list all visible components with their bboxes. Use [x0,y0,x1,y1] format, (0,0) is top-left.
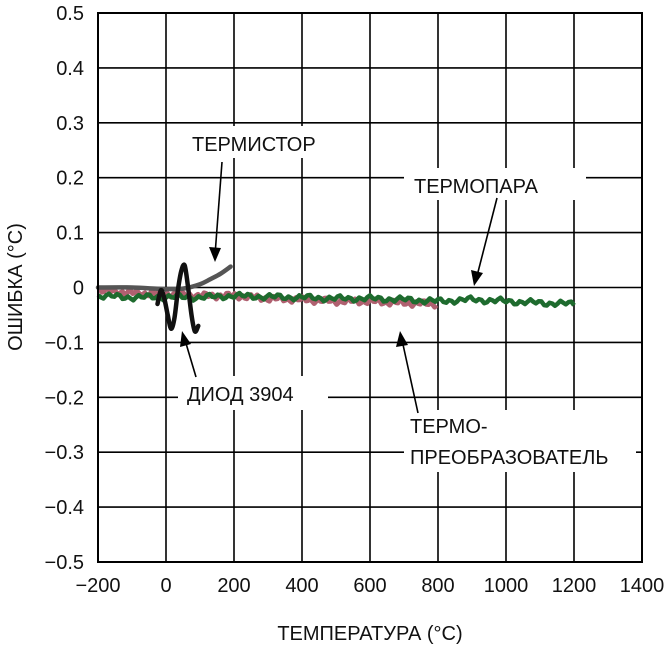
annotation-thermistor-bg [183,126,353,158]
y-tick-label: 0.3 [56,113,84,135]
annotation-diode: ДИОД 3904 [178,331,328,410]
annotation-thermocouple-label: ТЕРМОПАРА [414,176,539,198]
y-tick-label: −0.1 [45,332,84,354]
annotation-diode-label: ДИОД 3904 [187,384,294,406]
annotation-thermistor-arrowhead [209,247,221,262]
annotation-thermocouple: ТЕРМОПАРА [404,168,586,286]
series-transducer-line [96,285,439,310]
y-axis-title: ОШИБКА (°C) [5,223,27,351]
plot-frame [97,12,643,563]
annotation-transducer-bg [404,410,636,472]
annotation-thermocouple-leader [476,197,498,277]
annotation-thermocouple-bg [404,168,586,200]
annotation-diode-leader [184,339,197,378]
annotation-transducer-arrowhead [396,331,408,347]
x-tick-label: 800 [421,575,454,597]
x-tick-label: −200 [75,575,120,597]
annotation-thermocouple-arrowhead [471,270,483,286]
y-tick-label: 0.4 [56,58,84,80]
x-tick-label: 0 [160,575,171,597]
annotation-thermistor-label: ТЕРМИСТОР [192,134,316,156]
x-axis-title: ТЕМПЕРАТУРА (°C) [277,623,462,645]
y-tick-label: 0.1 [56,223,84,245]
x-tick-label: 1200 [552,575,597,597]
y-tick-label: 0 [73,278,84,300]
tick-labels: −200 0 200 400 600 800 1000 1200 1400 0.5 0.4 0.3 0.… [45,3,665,597]
y-tick-label: −0.4 [45,497,84,519]
annotation-transducer: ТЕРМО- ПРЕОБРАЗОВАТЕЛЬ [396,331,636,472]
y-tick-label: −0.2 [45,387,84,409]
x-tick-label: 1400 [620,575,665,597]
y-tick-label: 0.2 [56,168,84,190]
series-diode-line [155,262,201,334]
x-tick-label: 400 [285,575,318,597]
annotation-thermistor-leader [214,161,223,256]
x-tick-label: 200 [217,575,250,597]
x-tick-label: 600 [353,575,386,597]
annotation-diode-bg [178,376,328,410]
y-tick-label: −0.3 [45,442,84,464]
annotation-transducer-label-2: ПРЕОБРАЗОВАТЕЛЬ [410,447,609,469]
annotation-transducer-leader [401,339,419,414]
annotation-transducer-label-1: ТЕРМО- [410,416,488,438]
series-thermistor-line [95,264,233,292]
y-tick-label: 0.5 [56,3,84,25]
y-tick-label: −0.5 [45,552,84,574]
x-tick-label: 1000 [484,575,529,597]
series-layer [95,262,576,334]
annotation-thermistor: ТЕРМИСТОР [183,126,353,262]
annotation-diode-arrowhead [180,331,191,347]
